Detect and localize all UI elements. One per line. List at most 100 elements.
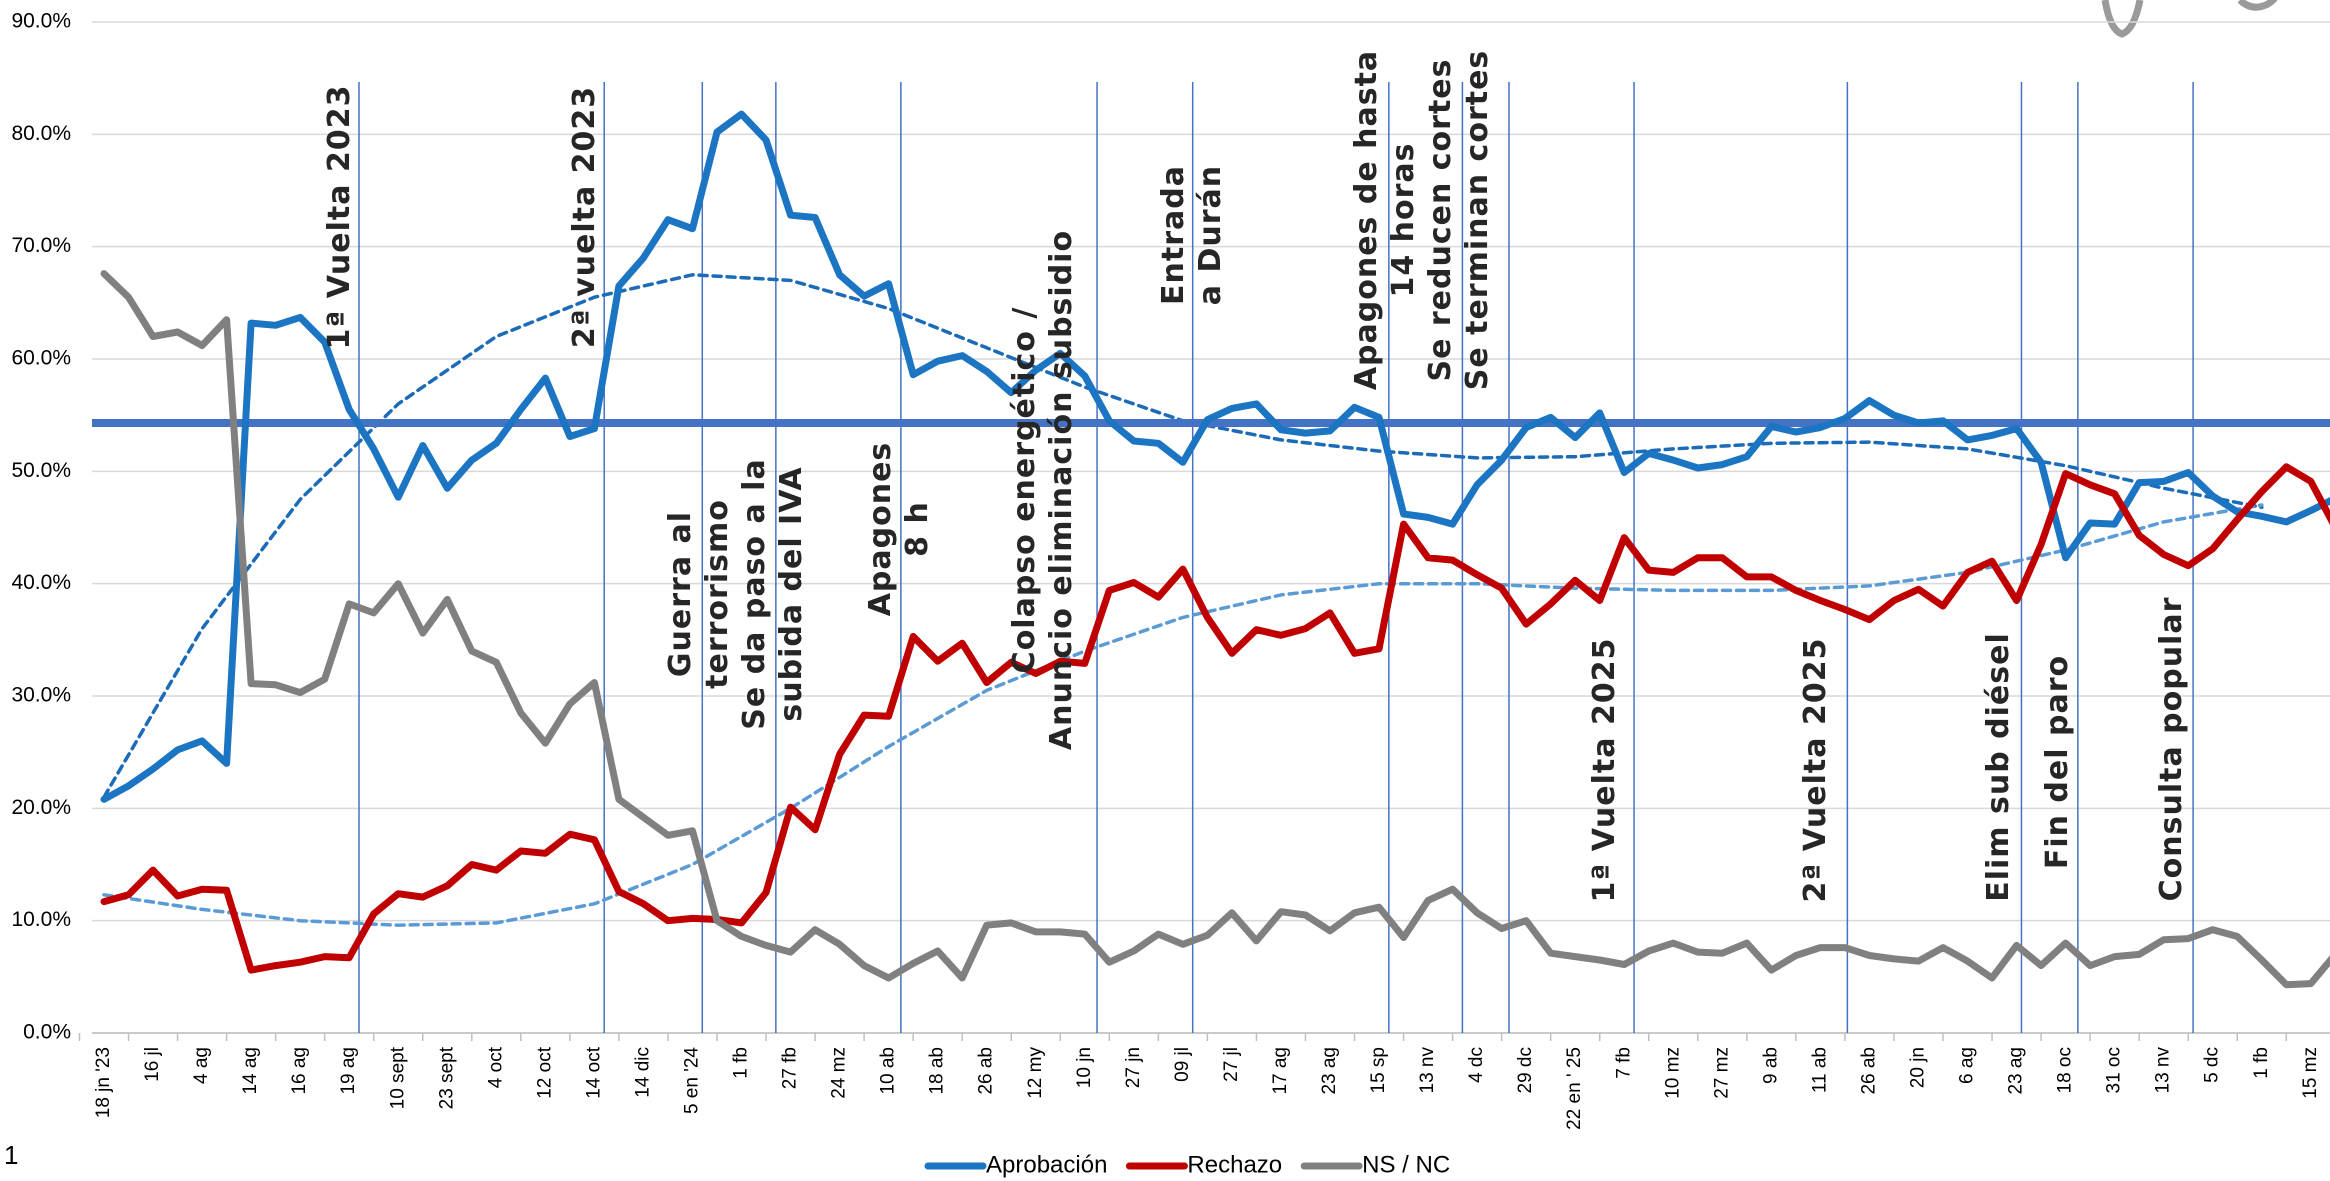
annotation-line: 1ª Vuelta 2023: [322, 85, 357, 350]
annotation-line: Guerra al: [663, 511, 698, 677]
trend-line: [102, 503, 2264, 927]
x-tick-label: 29 dc: [1515, 1047, 1536, 1093]
series-line: [100, 110, 2330, 803]
x-tick-label: 23 sept: [436, 1046, 457, 1109]
x-tick-label: 18 oc: [2055, 1047, 2076, 1093]
x-tick-label: 14 oct: [583, 1046, 604, 1098]
x-tick-label: 19 ag: [338, 1047, 359, 1095]
annotation-line: terrorismo: [700, 499, 735, 689]
y-tick-label: 70.0%: [11, 234, 71, 257]
y-tick-label: 10.0%: [11, 908, 71, 931]
x-tick-label: 23 ag: [2006, 1047, 2027, 1095]
annotation-line: Consulta popular: [2154, 597, 2189, 902]
x-tick-label: 31 oc: [2104, 1047, 2125, 1093]
annotation: Apagones de hasta14 horasSe reducen cort…: [1349, 50, 1495, 391]
x-tick-label: 22 en ' 25: [1564, 1047, 1585, 1130]
annotation-line: 2ª Vuelta 2025: [1798, 638, 1833, 903]
plot-area: [92, 82, 2330, 1033]
annotation-line: 1ª Vuelta 2025: [1587, 638, 1622, 903]
x-tick-label: 16 ag: [289, 1047, 310, 1095]
trend-line: [102, 273, 2264, 799]
annotation-line: subida del IVA: [774, 466, 809, 721]
x-tick-label: 14 ag: [240, 1047, 261, 1095]
x-tick-label: 14 dic: [632, 1047, 653, 1098]
y-tick-label: 30.0%: [11, 684, 71, 707]
y-tick-label: 0.0%: [23, 1021, 71, 1044]
annotation-line: 14 horas: [1386, 142, 1421, 297]
annotation-line: Apagones de hasta: [1349, 50, 1384, 390]
y-tick-label: 60.0%: [11, 347, 71, 370]
annotation-line: Entrada: [1156, 165, 1191, 305]
annotation-line: Elim sub diésel: [1981, 632, 2016, 902]
series-line: [100, 463, 2330, 974]
x-tick-label: 09 jl: [1172, 1047, 1193, 1082]
annotation-line: Apagones: [863, 442, 898, 617]
annotation-line: Anuncio eliminación subsidio: [1044, 230, 1079, 750]
annotation: 2ª vuelta 2023: [567, 86, 602, 348]
x-tick-label: 4 dc: [1466, 1047, 1487, 1083]
x-tick-label: 6 ag: [1957, 1047, 1978, 1084]
legend-label: NS / NC: [1362, 1151, 1450, 1178]
annotation: Colapso energético /Anuncio eliminación …: [1007, 230, 1079, 750]
x-tick-label: 12 my: [1025, 1047, 1046, 1099]
x-tick-label: 17 ag: [1270, 1047, 1291, 1095]
x-tick-label: 12 oct: [534, 1046, 555, 1098]
x-tick-label: 4 ag: [191, 1047, 212, 1084]
x-tick-label: 10 ab: [878, 1047, 899, 1095]
annotation-line: Fin del paro: [2040, 655, 2075, 869]
x-tick-label: 18 ab: [927, 1047, 948, 1095]
annotation-line: Colapso energético /: [1007, 307, 1042, 674]
series-line: [100, 270, 2330, 989]
annotation-line: 8 h: [900, 501, 935, 557]
annotation-line: Se da paso a la: [737, 458, 772, 729]
annotation: Consulta popular: [2154, 597, 2189, 902]
x-tick-label: 9 ab: [1760, 1047, 1781, 1084]
logo: [2101, 0, 2278, 38]
annotation: Entradaa Durán: [1156, 165, 1228, 305]
annotation-line: Se reducen cortes: [1423, 58, 1458, 381]
annotation: Guerra alterrorismoSe da paso a lasubida…: [663, 458, 809, 729]
x-tick-label: 26 ab: [976, 1047, 997, 1095]
x-tick-label: 15 mz: [2300, 1047, 2321, 1099]
annotation: 1ª Vuelta 2023: [322, 85, 357, 350]
x-tick-label: 7 fb: [1613, 1047, 1634, 1079]
y-tick-label: 40.0%: [11, 571, 71, 594]
x-tick-label: 23 ag: [1319, 1047, 1340, 1095]
annotation: Fin del paro: [2040, 655, 2075, 869]
annotation: Apagones8 h: [863, 442, 935, 617]
x-tick-label: 10 jn: [1074, 1047, 1095, 1088]
x-tick-label: 11 ab: [1809, 1047, 1830, 1093]
x-tick-label: 5 en '24: [681, 1047, 702, 1114]
annotation: 1ª Vuelta 2025: [1587, 638, 1622, 903]
x-tick-label: 26 ab: [1858, 1047, 1879, 1095]
x-tick-label: 13 nv: [1417, 1047, 1438, 1094]
x-tick-label: 4 oct: [485, 1046, 506, 1088]
x-tick-label: 24 mz: [829, 1047, 850, 1099]
x-tick-label: 27 fb: [780, 1047, 801, 1089]
annotation-line: a Durán: [1193, 165, 1228, 305]
x-tick-label: 1 fb: [2251, 1047, 2272, 1079]
x-tick-label: 10 mz: [1662, 1047, 1683, 1099]
legend-label: Rechazo: [1187, 1151, 1282, 1178]
annotation: 2ª Vuelta 2025: [1798, 638, 1833, 903]
x-tick-label: 27 jl: [1221, 1047, 1242, 1082]
x-tick-label: 16 jl: [142, 1047, 163, 1082]
y-tick-label: 80.0%: [11, 122, 71, 145]
y-tick-label: 50.0%: [11, 459, 71, 482]
legend-label: Aprobación: [986, 1151, 1107, 1178]
x-tick-label: 13 nv: [2153, 1047, 2174, 1094]
y-tick-label: 90.0%: [11, 10, 71, 33]
annotation-line: 2ª vuelta 2023: [567, 86, 602, 348]
annotation: Elim sub diésel: [1981, 632, 2016, 902]
x-tick-label: 20 jn: [1907, 1047, 1928, 1088]
x-tick-label: 1 fb: [731, 1047, 752, 1079]
x-tick-label: 27 mz: [1711, 1047, 1732, 1099]
x-tick-label: 27 jn: [1123, 1047, 1144, 1088]
x-tick-label: 10 sept: [387, 1046, 408, 1109]
footnote: 1: [4, 1140, 18, 1170]
x-tick-label: 15 sp: [1368, 1047, 1389, 1093]
x-tick-label: 5 dc: [2202, 1047, 2223, 1083]
annotation-line: Se terminan cortes: [1460, 50, 1495, 391]
x-tick-label: 18 jn '23: [93, 1047, 114, 1118]
